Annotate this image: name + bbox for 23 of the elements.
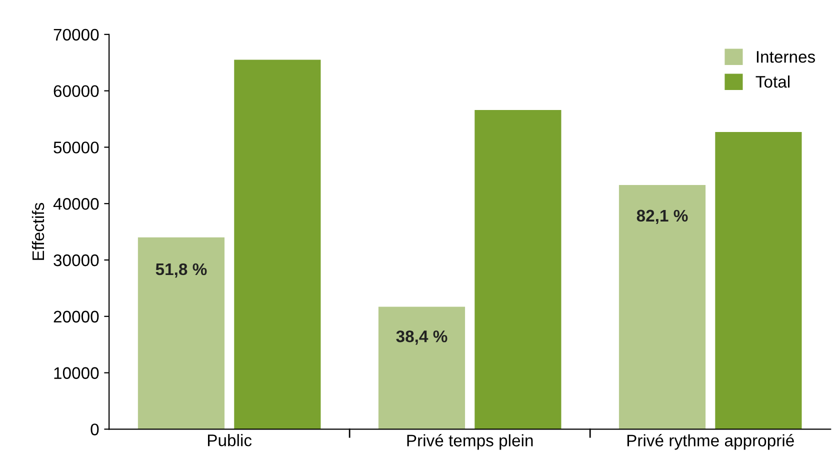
y-tick-label: 10000: [54, 367, 99, 379]
y-tick-label: 0: [90, 424, 99, 436]
bar: [234, 60, 321, 430]
y-axis-title: Effectifs: [32, 202, 44, 260]
y-tick-label: 20000: [54, 310, 99, 323]
bar: [138, 237, 225, 430]
legend-label: Internes: [756, 51, 816, 63]
y-tick-label: 70000: [54, 28, 99, 41]
x-tick-label: Public: [208, 434, 252, 446]
annotation: 38,4 %: [396, 330, 448, 345]
annotation: 82,1 %: [636, 210, 688, 224]
y-tick-label: 30000: [54, 254, 99, 266]
legend-label: Total: [756, 75, 790, 88]
y-tick-label: 60000: [54, 85, 99, 98]
bar: [474, 110, 562, 430]
bar: [618, 184, 706, 430]
y-tick-label: 40000: [53, 198, 99, 210]
bar: [378, 306, 466, 430]
x-tick-label: Privé rythme approprié: [627, 434, 794, 450]
y-tick-label: 50000: [54, 142, 99, 154]
x-tick-label: Privé temps plein: [407, 434, 533, 450]
bar: [715, 132, 802, 430]
annotation: 51,8 %: [156, 263, 207, 278]
